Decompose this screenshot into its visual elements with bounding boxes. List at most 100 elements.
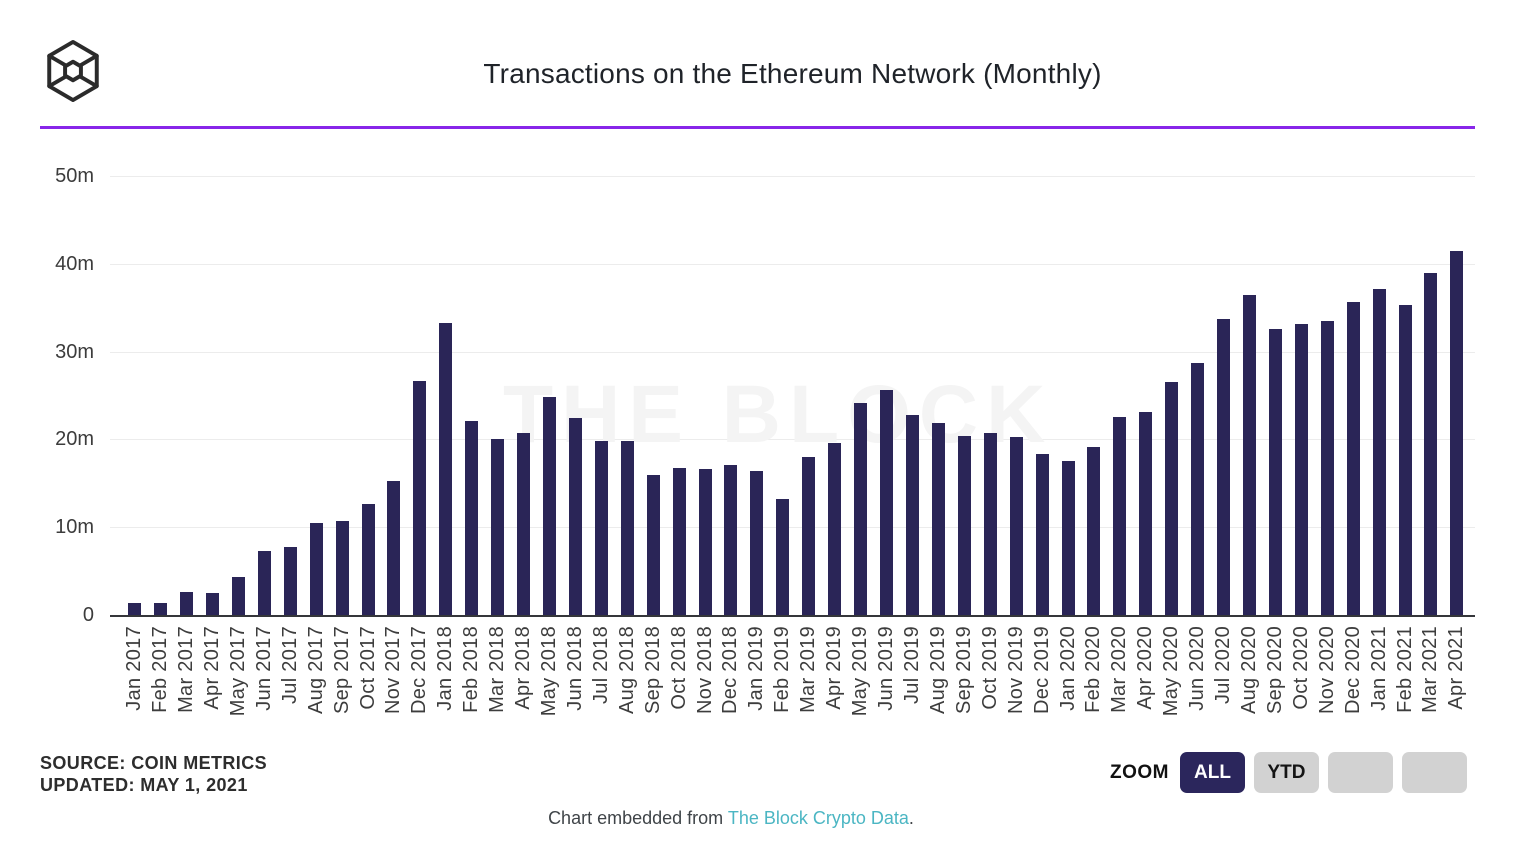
zoom-blank-button-1[interactable]: [1328, 752, 1393, 793]
bar-Jan-2017: [128, 602, 142, 615]
x-axis-tick: Sep 2018: [642, 626, 664, 714]
bar-Nov-2019: [1009, 436, 1023, 615]
x-axis-label-Jun-2017: Jun 2017: [252, 626, 275, 711]
x-axis-label-Apr-2020: Apr 2020: [1134, 626, 1157, 710]
x-axis-tick: Feb 2021: [1394, 626, 1416, 713]
x-axis-tick: May 2017: [227, 626, 249, 716]
the-block-cube-icon: [47, 39, 99, 103]
x-axis-tick: Jun 2017: [253, 626, 275, 711]
bar-Mar-2017: [180, 592, 194, 615]
bar-Feb-2017: [154, 602, 168, 615]
x-axis-label-Aug-2020: Aug 2020: [1237, 626, 1260, 715]
bar-Nov-2018: [698, 469, 712, 615]
bar-Apr-2018: [517, 433, 531, 615]
the-block-crypto-data-link[interactable]: The Block Crypto Data: [727, 808, 909, 828]
zoom-controls: ZOOM ALL YTD: [1110, 752, 1467, 793]
x-axis-tick: Aug 2017: [305, 626, 327, 714]
x-axis-label-Apr-2021: Apr 2021: [1445, 626, 1468, 710]
x-axis-tick: Sep 2017: [331, 626, 353, 714]
source-attribution: SOURCE: COIN METRICS UPDATED: MAY 1, 202…: [40, 752, 267, 796]
bar-Nov-2020: [1320, 320, 1334, 615]
x-axis-label-Dec-2019: Dec 2019: [1030, 626, 1053, 715]
bar-Feb-2019: [776, 499, 790, 615]
x-axis-tick: Jul 2019: [901, 626, 923, 704]
bar-Nov-2017: [387, 480, 401, 615]
x-axis-tick: Feb 2017: [149, 626, 172, 713]
x-axis-tick: Dec 2019: [1031, 626, 1053, 714]
bar-Oct-2018: [672, 467, 686, 615]
updated-line: UPDATED: MAY 1, 2021: [40, 775, 248, 795]
x-axis-tick: Nov 2020: [1316, 626, 1338, 714]
embed-footer-period: .: [908, 808, 914, 828]
y-axis-label-20m: 20m: [55, 428, 94, 451]
bar-Apr-2021: [1450, 250, 1464, 615]
bar-Apr-2020: [1139, 412, 1153, 615]
x-axis-tick: Apr 2021: [1445, 626, 1468, 710]
bar-Dec-2019: [1035, 454, 1049, 615]
x-axis-tick: May 2020: [1160, 626, 1183, 716]
x-axis-tick: Oct 2019: [979, 626, 1001, 710]
x-axis-label-Nov-2019: Nov 2019: [1004, 626, 1027, 715]
x-axis-label-Jun-2019: Jun 2019: [875, 626, 898, 711]
x-axis-label-Oct-2018: Oct 2018: [667, 626, 690, 710]
bar-Jul-2018: [594, 441, 608, 615]
bar-Mar-2021: [1424, 273, 1438, 615]
embed-footer-text: Chart embedded from: [548, 808, 728, 828]
source-line: SOURCE: COIN METRICS: [40, 753, 268, 773]
bar-Jun-2018: [568, 418, 582, 615]
x-axis-tick: Aug 2019: [927, 626, 949, 714]
x-axis-tick: Jun 2019: [875, 626, 898, 711]
x-axis-label-Feb-2018: Feb 2018: [460, 626, 483, 713]
x-axis-tick: May 2018: [538, 626, 561, 716]
x-axis-label-Jul-2017: Jul 2017: [278, 626, 301, 705]
x-axis-label-Feb-2020: Feb 2020: [1082, 626, 1105, 713]
bar-Dec-2018: [724, 464, 738, 615]
x-axis-tick: Aug 2018: [616, 626, 638, 714]
bar-Jan-2019: [750, 471, 764, 615]
zoom-ytd-button[interactable]: YTD: [1254, 752, 1319, 793]
x-axis-tick: Oct 2018: [668, 626, 690, 710]
x-axis-label-Sep-2019: Sep 2019: [952, 626, 975, 715]
x-axis-tick: Jan 2020: [1057, 626, 1079, 711]
x-axis-label-Aug-2017: Aug 2017: [304, 626, 327, 715]
x-axis-tick: Oct 2020: [1290, 626, 1312, 710]
accent-divider: [40, 126, 1475, 129]
x-axis-label-Feb-2019: Feb 2019: [771, 626, 794, 713]
x-axis-label-Jan-2019: Jan 2019: [745, 626, 768, 711]
bar-Dec-2020: [1346, 301, 1360, 615]
bar-Jan-2018: [439, 322, 453, 615]
x-axis-tick: Apr 2017: [201, 626, 223, 710]
x-axis-label-Oct-2017: Oct 2017: [356, 626, 379, 710]
x-axis-tick: Jun 2020: [1186, 626, 1209, 711]
x-axis-tick: Feb 2018: [460, 626, 483, 713]
bar-Oct-2017: [361, 504, 375, 615]
x-axis-tick: Apr 2019: [823, 626, 846, 710]
bar-Jun-2019: [880, 390, 894, 615]
x-axis-tick: Dec 2020: [1342, 626, 1364, 714]
bar-Oct-2019: [983, 433, 997, 615]
y-axis-label-40m: 40m: [55, 252, 94, 275]
x-axis-label-Feb-2017: Feb 2017: [149, 626, 172, 713]
page-title: Transactions on the Ethereum Network (Mo…: [483, 58, 1102, 89]
x-axis-label-Mar-2017: Mar 2017: [175, 626, 198, 713]
x-axis-label-Mar-2019: Mar 2019: [797, 626, 820, 713]
x-axis-tick: May 2019: [849, 626, 872, 716]
x-axis-label-Mar-2018: Mar 2018: [486, 626, 509, 713]
x-axis-label-Apr-2018: Apr 2018: [512, 626, 535, 710]
zoom-blank-button-2[interactable]: [1402, 752, 1467, 793]
bar-Mar-2019: [802, 456, 816, 615]
x-axis-label-Jul-2020: Jul 2020: [1212, 626, 1235, 705]
x-axis-label-Oct-2020: Oct 2020: [1289, 626, 1312, 710]
the-block-logo[interactable]: [40, 38, 106, 104]
x-axis-label-Dec-2017: Dec 2017: [408, 626, 431, 715]
bar-Jul-2017: [283, 546, 297, 615]
x-axis-label-Mar-2021: Mar 2021: [1419, 626, 1442, 713]
x-axis-tick: Jul 2018: [590, 626, 612, 704]
y-axis-label-10m: 10m: [55, 516, 94, 539]
zoom-all-button[interactable]: ALL: [1180, 752, 1245, 793]
x-axis-tick: Dec 2018: [719, 626, 742, 714]
x-axis-tick: Sep 2019: [953, 626, 975, 714]
bar-May-2019: [854, 402, 868, 615]
bar-Feb-2018: [465, 420, 479, 615]
